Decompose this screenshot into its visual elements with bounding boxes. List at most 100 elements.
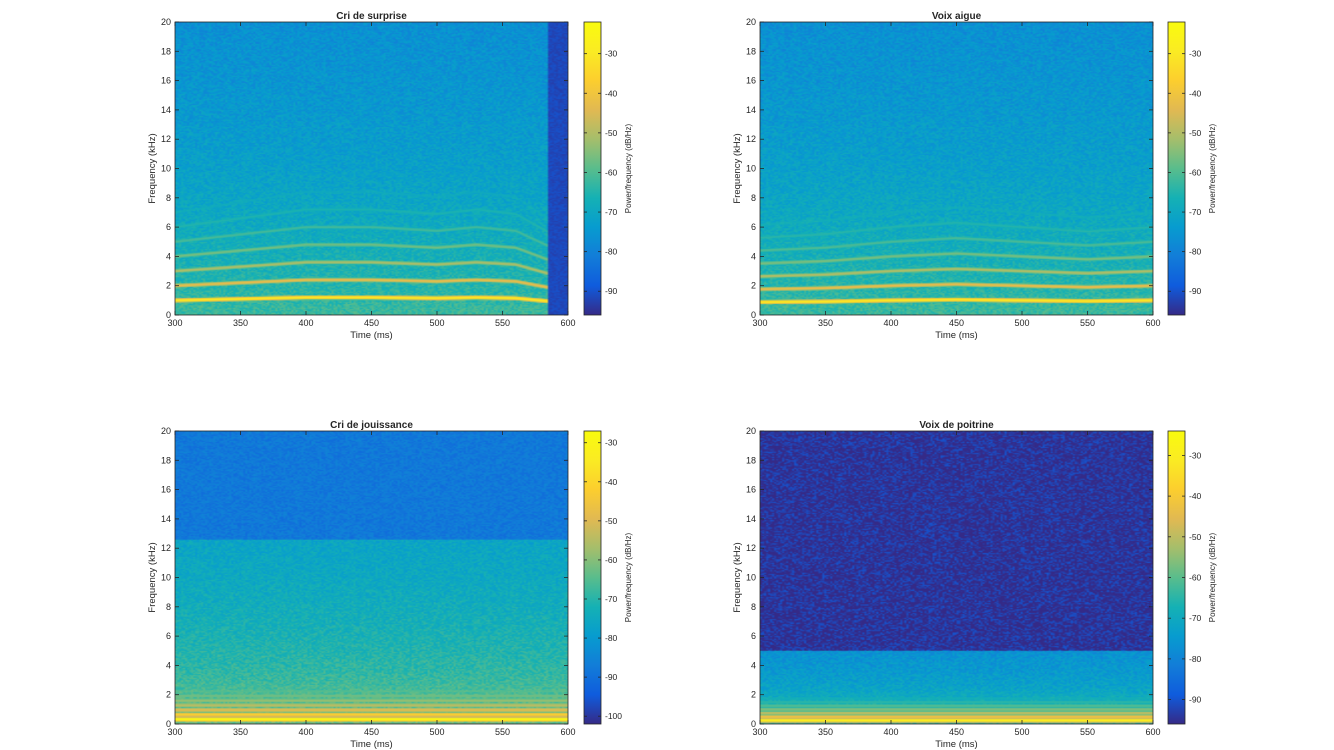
y-tick-label: 14 [161,514,171,524]
x-tick-label: 600 [560,727,575,737]
y-tick-label: 2 [751,281,756,291]
colorbar-tick-label: -40 [1189,88,1202,98]
y-tick-label: 0 [166,719,171,729]
x-tick-label: 400 [298,318,313,328]
x-tick-label: 450 [949,318,964,328]
x-axis-label: Time (ms) [935,739,977,750]
y-tick-label: 4 [751,251,756,261]
colorbar-tick-label: -60 [605,555,618,565]
colorbar-tick-label: -50 [605,128,618,138]
x-axis-label: Time (ms) [350,330,392,341]
x-tick-label: 550 [495,727,510,737]
colorbar-tick-label: -80 [1189,247,1202,257]
y-tick-label: 18 [161,455,171,465]
y-tick-label: 16 [161,76,171,86]
y-tick-label: 2 [751,690,756,700]
colorbar-tick-label: -90 [605,672,618,682]
x-tick-label: 500 [1014,727,1029,737]
colorbar-tick-label: -70 [1189,613,1202,623]
colorbar-tick-label: -40 [1189,491,1202,501]
y-tick-label: 14 [161,105,171,115]
spectrogram-panel-3: Cri de jouissance 300 350 400 450 500 550 600 0 2… [147,420,633,750]
y-tick-label: 8 [751,193,756,203]
colorbar-tick-label: -80 [605,247,618,257]
y-tick-label: 8 [166,602,171,612]
x-tick-label: 450 [364,727,379,737]
y-tick-label: 14 [746,514,756,524]
colorbar-label: Power/frequency (dB/Hz) [624,532,633,622]
x-tick-label: 300 [752,727,767,737]
colorbar-tick-label: -70 [1189,207,1202,217]
colorbar-tick-label: -50 [1189,532,1202,542]
y-tick-label: 0 [751,719,756,729]
y-tick-label: 20 [746,17,756,27]
x-tick-label: 550 [1080,727,1095,737]
spectrogram-panel-1: Cri de surprise 300 350 400 450 500 550 600 0 2 4 6… [147,11,633,341]
y-axis-label: Frequency (kHz) [147,542,158,612]
spectrogram-heatmap [175,22,568,315]
chart-title: Cri de surprise [336,11,407,22]
colorbar-tick-label: -50 [605,516,618,526]
x-tick-label: 350 [233,318,248,328]
colorbar-tick-label: -90 [1189,286,1202,296]
colorbar [583,430,602,725]
x-tick-label: 400 [883,727,898,737]
x-axis-label: Time (ms) [935,330,977,341]
y-tick-label: 12 [746,134,756,144]
y-tick-label: 2 [166,690,171,700]
colorbar-tick-label: -60 [605,167,618,177]
y-tick-label: 2 [166,281,171,291]
x-tick-label: 300 [752,318,767,328]
colorbar-tick-label: -90 [605,286,618,296]
y-tick-label: 16 [746,485,756,495]
y-tick-label: 0 [751,310,756,320]
x-tick-label: 450 [949,727,964,737]
colorbar-label: Power/frequency (dB/Hz) [1208,532,1217,622]
y-tick-label: 8 [751,602,756,612]
colorbar-tick-label: -40 [605,88,618,98]
x-tick-label: 350 [233,727,248,737]
x-tick-label: 600 [1145,318,1160,328]
y-tick-label: 12 [746,543,756,553]
y-tick-label: 18 [161,46,171,56]
colorbar-tick-label: -90 [1189,695,1202,705]
chart-title: Voix de poitrine [919,420,994,431]
y-tick-label: 14 [746,105,756,115]
y-tick-label: 10 [746,164,756,174]
x-tick-label: 350 [818,727,833,737]
y-tick-label: 6 [166,222,171,232]
colorbar-label: Power/frequency (dB/Hz) [1208,123,1217,213]
colorbar-tick-label: -30 [605,438,618,448]
y-axis-label: Frequency (kHz) [147,133,158,203]
y-tick-label: 6 [166,631,171,641]
x-axis-label: Time (ms) [350,739,392,750]
x-tick-label: 550 [495,318,510,328]
colorbar-tick-label: -60 [1189,573,1202,583]
spectrogram-panel-2: Voix aigue 300 350 400 450 500 550 600 0 2 4 6 8 10 12… [732,11,1217,341]
x-tick-label: 500 [1014,318,1029,328]
y-tick-label: 20 [161,17,171,27]
colorbar-tick-label: -70 [605,207,618,217]
spectrogram-heatmap [760,431,1153,724]
y-tick-label: 4 [166,251,171,261]
chart-title: Cri de jouissance [330,420,413,431]
y-tick-label: 18 [746,455,756,465]
y-tick-label: 4 [751,660,756,670]
y-tick-label: 6 [751,631,756,641]
y-axis-label: Frequency (kHz) [732,542,743,612]
x-tick-label: 450 [364,318,379,328]
y-tick-label: 16 [746,76,756,86]
y-tick-label: 6 [751,222,756,232]
y-tick-label: 20 [161,426,171,436]
colorbar-tick-label: -80 [605,633,618,643]
spectrogram-panel-4: Voix de poitrine 300 350 400 450 500 550 600 0 2 4… [732,420,1217,750]
y-tick-label: 0 [166,310,171,320]
colorbar-tick-label: -50 [1189,128,1202,138]
y-tick-label: 18 [746,46,756,56]
colorbar-tick-label: -40 [605,477,618,487]
x-tick-label: 400 [883,318,898,328]
colorbar-tick-label: -60 [1189,167,1202,177]
y-tick-label: 4 [166,660,171,670]
y-tick-label: 12 [161,134,171,144]
